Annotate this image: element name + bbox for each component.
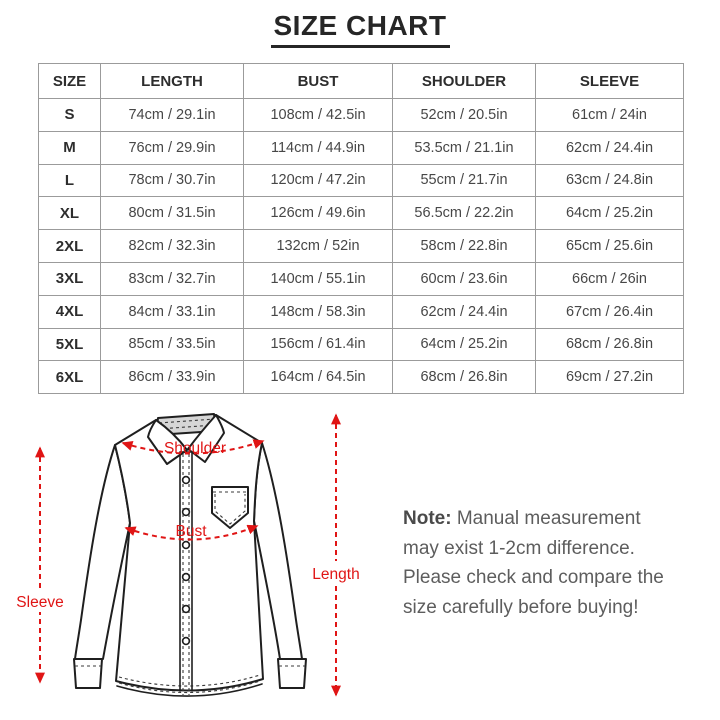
header-row: SIZE LENGTH BUST SHOULDER SLEEVE [38,63,684,99]
size-row: 3XL 83cm / 32.7in 140cm / 55.1in 60cm / 23.… [38,261,684,296]
size-cell: 58cm / 22.8in [392,229,536,263]
sleeve-arrow [13,446,68,684]
column-header: SIZE [38,63,101,99]
size-cell: 61cm / 24in [535,98,684,132]
size-cell: 84cm / 33.1in [100,294,244,329]
size-cell: 82cm / 32.3in [100,229,244,263]
size-cell: 74cm / 29.1in [100,98,244,132]
size-cell: 132cm / 52in [243,229,393,263]
size-row: L 78cm / 30.7in 120cm / 47.2in 55cm / 21.7i… [38,163,684,198]
shirt-measurement-diagram: Shoulder Bust Sleeve Length [13,413,365,697]
column-header: SLEEVE [535,63,684,99]
sleeve-label: Sleeve [16,594,63,611]
size-cell: 64cm / 25.2in [535,196,684,231]
page-title: SIZE CHART [0,10,720,48]
size-cell: 148cm / 58.3in [243,294,393,329]
size-cell: XL [38,196,101,231]
size-cell: 156cm / 61.4in [243,327,393,362]
bust-arrow [124,524,259,541]
size-cell: 83cm / 32.7in [100,261,244,296]
size-cell: 86cm / 33.9in [100,360,244,395]
shirt-buttons [181,475,191,646]
size-cell: 65cm / 25.6in [535,229,684,263]
size-cell: 164cm / 64.5in [243,360,393,395]
size-cell: 3XL [38,261,101,296]
size-row: 5XL 85cm / 33.5in 156cm / 61.4in 64cm / 25.… [38,327,684,362]
column-header: LENGTH [100,63,244,99]
size-cell: 52cm / 20.5in [392,98,536,132]
note-prefix: Note: [403,508,452,529]
size-cell: 78cm / 30.7in [100,163,244,198]
shoulder-label: Shoulder [164,440,226,457]
measurement-note: Note: Manual measurement may exist 1-2cm… [403,504,679,622]
size-chart-table: SIZE LENGTH BUST SHOULDER SLEEVE S 74cm / 29.1… [38,63,684,395]
size-row: M 76cm / 29.9in 114cm / 44.9in 53.5cm / 21.… [38,130,684,165]
size-cell: M [38,130,101,165]
size-cell: 68cm / 26.8in [535,327,684,362]
size-cell: 68cm / 26.8in [392,360,536,395]
size-cell: 4XL [38,294,101,329]
size-cell: 56.5cm / 22.2in [392,196,536,231]
size-row: 6XL 86cm / 33.9in 164cm / 64.5in 68cm / 26.… [38,360,684,395]
size-cell: 62cm / 24.4in [535,130,684,165]
size-cell: 80cm / 31.5in [100,196,244,231]
size-cell: 66cm / 26in [535,261,684,296]
size-cell: 120cm / 47.2in [243,163,393,198]
size-row: 2XL 82cm / 32.3in 132cm / 52in 58cm / 22.8i… [38,229,684,263]
bust-label: Bust [175,523,207,540]
size-cell: L [38,163,101,198]
size-cell: 5XL [38,327,101,362]
size-cell: 85cm / 33.5in [100,327,244,362]
size-cell: 63cm / 24.8in [535,163,684,198]
size-cell: 140cm / 55.1in [243,261,393,296]
size-cell: 114cm / 44.9in [243,130,393,165]
size-cell: 53.5cm / 21.1in [392,130,536,165]
size-cell: 69cm / 27.2in [535,360,684,395]
size-cell: S [38,98,101,132]
size-cell: 76cm / 29.9in [100,130,244,165]
length-label: Length [312,566,359,583]
size-cell: 6XL [38,360,101,395]
shirt-pocket [211,486,249,529]
size-cell: 62cm / 24.4in [392,294,536,329]
shirt-outline [73,413,307,697]
size-row: 4XL 84cm / 33.1in 148cm / 58.3in 62cm / 24.… [38,294,684,329]
length-arrow [308,413,365,697]
size-cell: 60cm / 23.6in [392,261,536,296]
size-row: S 74cm / 29.1in 108cm / 42.5in 52cm / 20.5i… [38,98,684,132]
page-title-text: SIZE CHART [270,10,450,48]
column-header: SHOULDER [392,63,536,99]
size-cell: 67cm / 26.4in [535,294,684,329]
size-cell: 108cm / 42.5in [243,98,393,132]
size-cell: 2XL [38,229,101,263]
size-cell: 126cm / 49.6in [243,196,393,231]
column-header: BUST [243,63,393,99]
size-row: XL 80cm / 31.5in 126cm / 49.6in 56.5cm / 22… [38,196,684,231]
size-cell: 64cm / 25.2in [392,327,536,362]
note-text: Manual measurement may exist 1-2cm diffe… [403,508,664,618]
size-cell: 55cm / 21.7in [392,163,536,198]
